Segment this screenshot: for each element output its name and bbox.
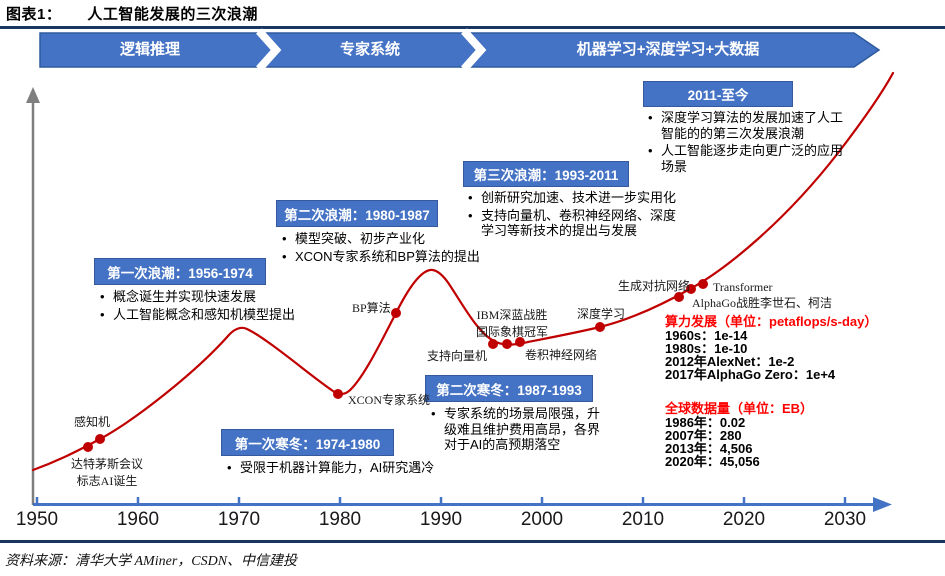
axis-year-1950: 1950 [15,509,59,530]
figure-title: 图表1： 人工智能发展的三次浪潮 [6,3,258,24]
dot-transformer [698,279,708,289]
dot-alphago [686,284,696,294]
axis-year-2000: 2000 [520,509,564,530]
figure-title-text: 人工智能发展的三次浪潮 [87,6,258,23]
banner-chevron-separator-2 [461,28,487,72]
figure-title-label: 图表1： [6,6,62,23]
now-bullets: 深度学习算法的发展加速了人工智能的的第三次发展浪潮 人工智能逐步走向更广泛的应用… [645,110,850,176]
winter1-header-box: 第一次寒冬：1974-1980 [221,429,394,456]
x-axis-ticks [35,497,847,504]
list-item: 人工智能概念和感知机模型提出 [97,307,322,323]
milestone-dartmouth: 达特茅斯会议 标志AI诞生 [70,457,143,488]
list-item: 概念诞生并实现快速发展 [97,289,322,305]
data-volume-stats-title: 全球数据量（单位：EB） [665,401,814,416]
stat-line: 2020年：45,056 [665,454,760,469]
compute-stats-title: 算力发展（单位：petaflops/s-day） [665,314,878,329]
now-header-box: 2011-至今 [643,81,793,107]
axis-year-1970: 1970 [217,509,261,530]
milestone-cnn: 卷积神经网络 [525,348,598,362]
axis-year-1960: 1960 [116,509,160,530]
source-note: 资料来源：清华大学 AMiner，CSDN、中信建投 [5,554,298,569]
y-axis-arrowhead-icon [26,87,40,103]
milestone-svm: 支持向量机 [427,349,488,363]
list-item: 支持向量机、卷积神经网络、深度学习等新技术的提出与发展 [465,208,683,239]
list-item: 深度学习算法的发展加速了人工智能的的第三次发展浪潮 [645,110,850,141]
stat-line: 1986年：0.02 [665,415,746,430]
stat-line: 2017年AlphaGo Zero：1e+4 [665,367,836,382]
banner-segment-expert: 专家系统 [339,41,400,58]
banner-segment-logic: 逻辑推理 [119,41,180,58]
axis-year-1990: 1990 [419,509,463,530]
milestone-dots [83,279,708,452]
wave3-bullets: 创新研究加速、技术进一步实用化 支持向量机、卷积神经网络、深度学习等新技术的提出… [465,190,683,241]
dot-dartmouth [83,442,93,452]
winter2-header-box: 第二次寒冬：1987-1993 [425,375,593,402]
wave1-header-box: 第一次浪潮：1956-1974 [94,258,266,285]
data-volume-stats-block: 全球数据量（单位：EB） 1986年：0.02 2007年：280 2013年：… [665,402,943,468]
axis-year-1980: 1980 [318,509,362,530]
milestone-xcon: XCON专家系统 [348,393,431,407]
dot-deep-blue [502,339,512,349]
stat-line: 2013年：4,506 [665,441,753,456]
wave2-header-box: 第二次浪潮：1980-1987 [276,200,438,227]
list-item: 专家系统的场景局限强，升级难且维护费用高昂，各界对于AI的高预期落空 [428,406,610,453]
ai-development-curve [31,71,895,472]
bottom-rule [0,540,945,543]
x-axis-arrowhead-icon [873,497,892,512]
dot-gan [674,292,684,302]
milestone-gan: 生成对抗网络 [618,279,691,293]
list-item: 人工智能逐步走向更广泛的应用场景 [645,143,850,174]
banner-arrow-shape [39,32,881,68]
wave2-bullets: 模型突破、初步产业化 XCON专家系统和BP算法的提出 [279,231,494,266]
wave1-bullets: 概念诞生并实现快速发展 人工智能概念和感知机模型提出 [97,289,322,324]
axis-year-2030: 2030 [823,509,867,530]
dot-xcon [333,389,343,399]
winter1-bullets: 受限于机器计算能力，AI研究遇冷 [224,460,464,478]
axis-year-2010: 2010 [621,509,665,530]
stat-line: 2012年AlexNet：1e-2 [665,354,795,369]
compute-stats-block: 算力发展（单位：petaflops/s-day） 1960s：1e-14 198… [665,315,943,381]
list-item: 受限于机器计算能力，AI研究遇冷 [224,460,464,476]
list-item: 创新研究加速、技术进一步实用化 [465,190,683,206]
dot-svm [488,339,498,349]
winter2-bullets: 专家系统的场景局限强，升级难且维护费用高昂，各界对于AI的高预期落空 [428,406,610,455]
milestone-deep-blue: IBM深蓝战胜 国际象棋冠军 [475,308,548,339]
list-item: 模型突破、初步产业化 [279,231,494,247]
dot-perceptron [95,434,105,444]
banner-chevron-separator-1 [256,28,282,72]
stat-line: 1980s：1e-10 [665,341,748,356]
milestone-alphago: AlphaGo战胜李世石、柯洁 [692,296,832,310]
stat-line: 2007年：280 [665,428,742,443]
milestone-perceptron: 感知机 [74,415,111,429]
stat-line: 1960s：1e-14 [665,328,748,343]
axis-year-2020: 2020 [722,509,766,530]
list-item: XCON专家系统和BP算法的提出 [279,249,494,265]
milestone-bp: BP算法 [352,301,391,315]
top-rule [0,26,945,29]
milestone-transformer: Transformer [713,280,773,294]
dot-cnn [515,337,525,347]
dot-deep-learning [595,322,605,332]
milestone-deep-learning: 深度学习 [577,307,626,321]
wave3-header-box: 第三次浪潮：1993-2011 [463,161,629,187]
dot-bp [391,308,401,318]
banner-segment-ml: 机器学习+深度学习+大数据 [576,41,760,58]
